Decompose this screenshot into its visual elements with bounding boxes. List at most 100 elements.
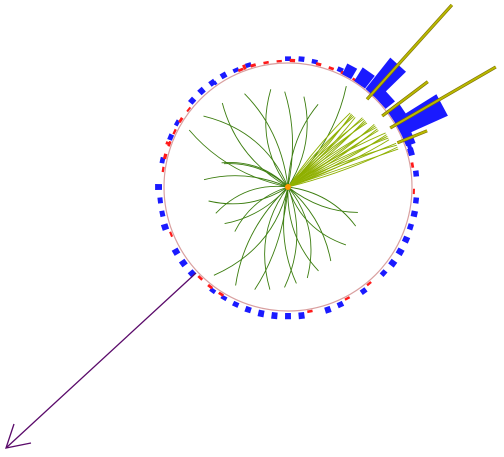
track bbox=[287, 186, 332, 262]
hcal-tower bbox=[155, 184, 162, 190]
track bbox=[221, 161, 289, 188]
track bbox=[287, 186, 319, 272]
hcal-tower bbox=[413, 170, 420, 177]
met-arrow-shaft bbox=[5, 272, 197, 449]
ecal-tower bbox=[344, 296, 351, 301]
jet-track bbox=[287, 146, 398, 188]
jet-axis bbox=[366, 4, 453, 100]
ecal-tower bbox=[237, 67, 244, 73]
hcal-tower bbox=[407, 147, 415, 157]
hcal-tower bbox=[219, 71, 228, 80]
hcal-tower bbox=[354, 67, 375, 89]
jet-axis bbox=[381, 80, 429, 117]
primary-vertex bbox=[285, 184, 291, 190]
track bbox=[284, 91, 293, 188]
hcal-tower bbox=[178, 258, 188, 268]
track bbox=[203, 175, 289, 188]
jet-track bbox=[287, 117, 356, 188]
jet-axis bbox=[397, 129, 428, 144]
ecal-tower bbox=[410, 162, 415, 168]
track bbox=[208, 186, 289, 205]
hcal-tower bbox=[159, 210, 166, 218]
ecal-tower bbox=[242, 64, 247, 70]
jet-track bbox=[287, 115, 355, 188]
track bbox=[203, 115, 289, 188]
hcal-tower bbox=[324, 305, 332, 314]
hcal-tower bbox=[394, 94, 448, 137]
hcal-tower bbox=[187, 269, 197, 278]
track bbox=[213, 186, 289, 276]
ecal-tower bbox=[162, 153, 168, 160]
jet-track bbox=[287, 112, 351, 188]
ecal-tower bbox=[161, 166, 165, 173]
met-arrow-head bbox=[5, 423, 32, 449]
track bbox=[287, 186, 357, 227]
track bbox=[287, 186, 347, 246]
ecal-tower bbox=[186, 106, 192, 113]
hcal-tower bbox=[395, 247, 405, 257]
ecal-tower bbox=[218, 291, 224, 297]
hcal-tower bbox=[157, 197, 163, 204]
met-arrow-icon bbox=[5, 272, 197, 449]
ecal-tower bbox=[197, 275, 204, 281]
hcal-tower bbox=[336, 300, 345, 309]
track bbox=[188, 129, 289, 188]
hcal-tower bbox=[167, 133, 175, 141]
hcal-tower bbox=[413, 197, 420, 204]
ecal-tower bbox=[263, 60, 269, 65]
hcal-tower bbox=[197, 86, 206, 96]
jet-track bbox=[287, 139, 390, 188]
jet-track bbox=[287, 130, 379, 188]
ecal-tower bbox=[412, 188, 415, 195]
track bbox=[254, 186, 289, 290]
ecal-tower bbox=[289, 58, 296, 63]
hcal-tower bbox=[171, 247, 181, 256]
track bbox=[283, 186, 297, 284]
ecal-tower bbox=[207, 283, 214, 290]
track bbox=[287, 186, 312, 279]
jet-track bbox=[287, 128, 378, 188]
track bbox=[265, 89, 289, 188]
ecal-tower bbox=[366, 281, 372, 287]
hcal-tower bbox=[212, 80, 218, 86]
hcal-tower bbox=[298, 56, 305, 62]
ecal-tower bbox=[169, 231, 174, 238]
hcal-tower bbox=[379, 269, 388, 277]
ecal-tower bbox=[315, 62, 322, 67]
ecal-tower bbox=[276, 59, 282, 63]
ecal-tower bbox=[172, 128, 177, 135]
ecal-tower bbox=[307, 309, 313, 314]
hcal-tower bbox=[257, 309, 265, 318]
hcal-tower bbox=[208, 78, 217, 87]
hcal-tower bbox=[160, 223, 170, 231]
hcal-tower bbox=[401, 235, 411, 244]
hcal-tower bbox=[406, 223, 414, 231]
track bbox=[235, 186, 289, 286]
hcal-tower bbox=[232, 300, 240, 308]
track bbox=[244, 93, 289, 188]
hcal-tower bbox=[271, 312, 278, 320]
jet-axis bbox=[389, 66, 497, 129]
hcal-tower bbox=[410, 210, 418, 218]
hcal-tower bbox=[285, 313, 291, 320]
track bbox=[287, 104, 319, 188]
ecal-tower bbox=[165, 141, 171, 146]
hcal-tower bbox=[359, 287, 368, 295]
track bbox=[221, 102, 289, 188]
hcal-tower bbox=[232, 67, 240, 74]
hcal-tower bbox=[298, 312, 305, 320]
ecal-tower bbox=[250, 63, 257, 68]
track bbox=[264, 186, 289, 290]
jet-axes bbox=[365, 3, 497, 145]
jet-track bbox=[287, 122, 368, 188]
hcal-tower bbox=[342, 63, 358, 80]
ecal-tower bbox=[328, 66, 335, 71]
hcal-tower bbox=[188, 96, 197, 105]
track bbox=[287, 96, 308, 188]
jet-track bbox=[287, 114, 354, 188]
track bbox=[215, 185, 289, 214]
jet-track bbox=[287, 119, 366, 188]
hcal-tower bbox=[285, 56, 291, 61]
ecal-tower bbox=[178, 117, 184, 123]
